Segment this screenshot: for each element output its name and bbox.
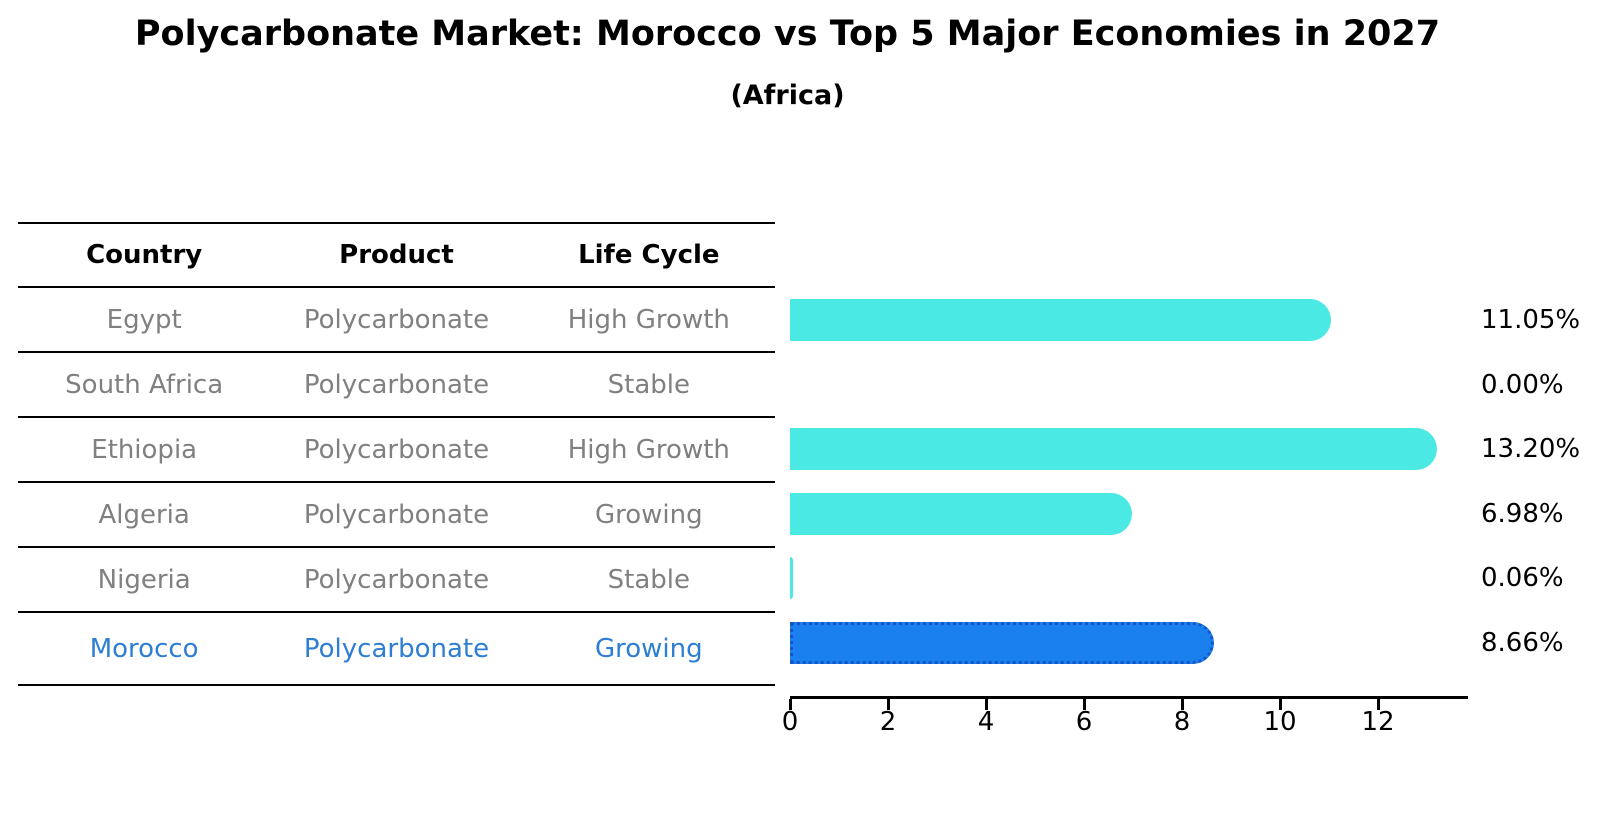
table-header-row: Country Product Life Cycle [18, 222, 775, 288]
x-tick [985, 699, 988, 710]
x-tick [789, 699, 792, 710]
table-row: Nigeria Polycarbonate Stable [18, 548, 775, 613]
table-row-highlighted: Morocco Polycarbonate Growing [18, 613, 775, 686]
cell-country: Ethiopia [91, 434, 198, 465]
x-tick-label: 0 [781, 707, 799, 737]
cell-lifecycle: Growing [594, 499, 703, 530]
table-body: Egypt Polycarbonate High Growth South Afric… [18, 288, 775, 686]
cell-country: Morocco [89, 633, 199, 664]
cell-product: Polycarbonate [303, 499, 490, 530]
table-row: Algeria Polycarbonate Growing [18, 483, 775, 548]
value-label: 6.98% [1481, 498, 1564, 529]
cell-product: Polycarbonate [303, 369, 490, 400]
value-label: 13.20% [1481, 434, 1581, 464]
x-tick [1279, 699, 1282, 710]
header-cell-lifecycle: Life Cycle [578, 240, 720, 270]
x-tick-label: 4 [977, 707, 995, 737]
x-tick [1083, 699, 1086, 710]
table-row: Egypt Polycarbonate High Growth [18, 288, 775, 353]
x-tick [887, 699, 890, 710]
x-tick [1377, 699, 1380, 710]
x-tick [1181, 699, 1184, 710]
header-cell-product: Product [339, 240, 454, 270]
cell-product: Polycarbonate [303, 434, 490, 465]
cell-lifecycle: Growing [594, 633, 703, 664]
page-subtitle: (Africa) [730, 80, 845, 111]
value-label: 8.66% [1481, 627, 1564, 658]
value-label: 11.05% [1481, 305, 1581, 335]
cell-lifecycle: High Growth [567, 304, 730, 335]
header-cell-country: Country [86, 240, 203, 270]
bar-morocco-highlighted [790, 621, 1214, 664]
cell-lifecycle: High Growth [567, 434, 730, 465]
cell-country: Egypt [106, 304, 182, 335]
table-row: Ethiopia Polycarbonate High Growth [18, 418, 775, 483]
x-tick-label: 12 [1361, 707, 1395, 737]
bar [790, 557, 793, 599]
x-tick-label: 6 [1075, 707, 1093, 737]
x-tick-label: 10 [1263, 707, 1297, 737]
cell-lifecycle: Stable [607, 564, 690, 595]
data-table: Country Product Life Cycle Egypt Polycarb… [18, 222, 775, 686]
bar [790, 299, 1331, 341]
value-label: 0.06% [1481, 563, 1564, 593]
x-tick-label: 8 [1173, 707, 1191, 737]
cell-country: Nigeria [97, 564, 191, 595]
cell-product: Polycarbonate [303, 304, 490, 335]
table-row: South Africa Polycarbonate Stable [18, 353, 775, 418]
x-axis-line [790, 696, 1468, 699]
cell-product: Polycarbonate [303, 564, 490, 595]
cell-country: South Africa [65, 369, 224, 400]
cell-product: Polycarbonate [303, 633, 490, 664]
bar [790, 492, 1132, 535]
bar [790, 428, 1437, 470]
cell-country: Algeria [98, 499, 190, 530]
value-label: 0.00% [1481, 369, 1564, 400]
x-tick-label: 2 [879, 707, 897, 737]
page-title: Polycarbonate Market: Morocco vs Top 5 M… [134, 14, 1441, 54]
cell-lifecycle: Stable [607, 369, 690, 400]
